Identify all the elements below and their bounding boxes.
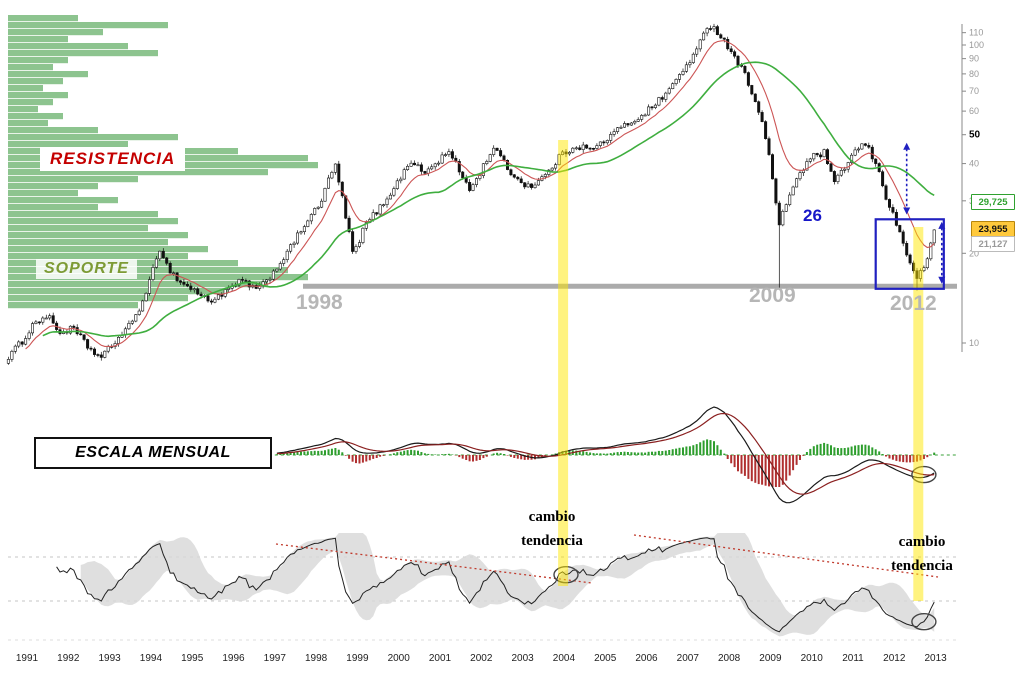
- arrowhead-icon: [938, 276, 946, 284]
- oscillator-panel: [8, 533, 958, 641]
- x-tick-label: 2011: [842, 653, 864, 664]
- price-tag-green-ma: 29,725: [971, 194, 1015, 210]
- x-tick-label: 1994: [140, 653, 163, 664]
- x-tick-label: 2001: [429, 653, 452, 664]
- x-tick-label: 2003: [511, 653, 534, 664]
- price-tag-last-price: 23,955: [971, 221, 1015, 237]
- x-tick-label: 2006: [635, 653, 658, 664]
- x-tick-label: 2002: [470, 653, 493, 664]
- candles: [6, 23, 936, 365]
- x-tick-label: 2013: [924, 653, 947, 664]
- yellow-highlight-bar: [558, 140, 569, 586]
- x-tick-label: 1998: [305, 653, 328, 664]
- y-tick-label: 10: [969, 338, 979, 348]
- y-tick-label: 100: [969, 40, 984, 50]
- circle-annotation: [911, 613, 937, 631]
- ma-short-red: [25, 40, 935, 350]
- y-tick-label: 50: [969, 130, 981, 141]
- circle-annotation: [911, 465, 937, 484]
- level-26-label: 26: [803, 206, 822, 225]
- trend-change-line2: tendencia: [521, 533, 583, 549]
- arrowhead-icon: [903, 142, 911, 150]
- watermark-1998: 1998: [296, 291, 343, 314]
- trend-change-note-2012: cambio tendencia: [862, 530, 982, 578]
- x-tick-label: 1996: [222, 653, 245, 664]
- monthly-scale-label: ESCALA MENSUAL: [34, 437, 272, 469]
- x-tick-label: 2007: [677, 653, 700, 664]
- macd-panel: [274, 406, 958, 504]
- x-tick-label: 2008: [718, 653, 741, 664]
- x-tick-label: 2005: [594, 653, 617, 664]
- ma-long-green: [42, 61, 935, 338]
- price-tag-red-ma: 21,127: [971, 236, 1015, 252]
- blue-consolidation-box: [874, 218, 945, 290]
- watermark-2009: 2009: [749, 284, 796, 307]
- red-trendline: [275, 543, 593, 584]
- trend-change-line1: cambio: [898, 534, 946, 550]
- trend-change-line1: cambio: [528, 509, 576, 525]
- resistance-label: RESISTENCIA: [40, 147, 186, 171]
- arrowhead-icon: [938, 221, 946, 229]
- arrowhead-icon: [903, 207, 911, 215]
- x-tick-label: 1995: [181, 653, 204, 664]
- y-tick-label: 90: [969, 54, 979, 64]
- yellow-highlight-bar: [913, 227, 924, 601]
- x-tick-label: 1991: [16, 653, 39, 664]
- x-tick-label: 2010: [801, 653, 824, 664]
- volume-profile: [8, 15, 318, 309]
- macd-signal-line: [276, 412, 935, 495]
- x-tick-label: 1992: [57, 653, 80, 664]
- support-label: SOPORTE: [36, 259, 137, 279]
- x-tick-label: 2004: [553, 653, 576, 664]
- y-tick-label: 40: [969, 159, 979, 169]
- y-tick-label: 20: [969, 248, 979, 258]
- red-trendline: [633, 534, 939, 578]
- x-tick-label: 1997: [264, 653, 287, 664]
- y-tick-label: 110: [969, 28, 983, 38]
- y-tick-label: 70: [969, 86, 979, 96]
- oscillator-line: [56, 537, 935, 633]
- trend-change-line2: tendencia: [891, 558, 953, 574]
- x-tick-label: 2009: [759, 653, 782, 664]
- trend-change-note-2004: cambio tendencia: [496, 505, 608, 553]
- x-tick-label: 2012: [883, 653, 906, 664]
- x-tick-label: 2000: [388, 653, 411, 664]
- x-tick-label: 1999: [346, 653, 369, 664]
- watermark-2012: 2012: [890, 292, 937, 315]
- y-tick-label: 60: [969, 106, 979, 116]
- oscillator-band: [80, 533, 935, 637]
- x-tick-label: 1993: [98, 653, 121, 664]
- y-tick-label: 80: [969, 69, 979, 79]
